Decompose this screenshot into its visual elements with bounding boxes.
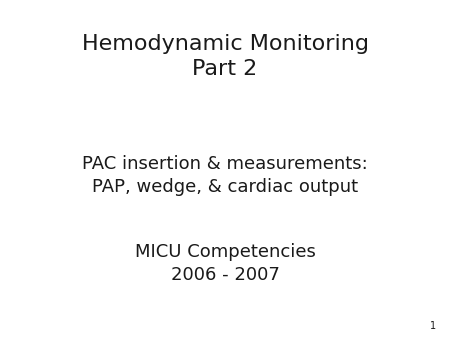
Text: PAC insertion & measurements:
PAP, wedge, & cardiac output: PAC insertion & measurements: PAP, wedge… (82, 155, 368, 196)
Text: 1: 1 (430, 321, 436, 331)
Text: Hemodynamic Monitoring
Part 2: Hemodynamic Monitoring Part 2 (81, 34, 369, 79)
Text: MICU Competencies
2006 - 2007: MICU Competencies 2006 - 2007 (135, 243, 315, 284)
